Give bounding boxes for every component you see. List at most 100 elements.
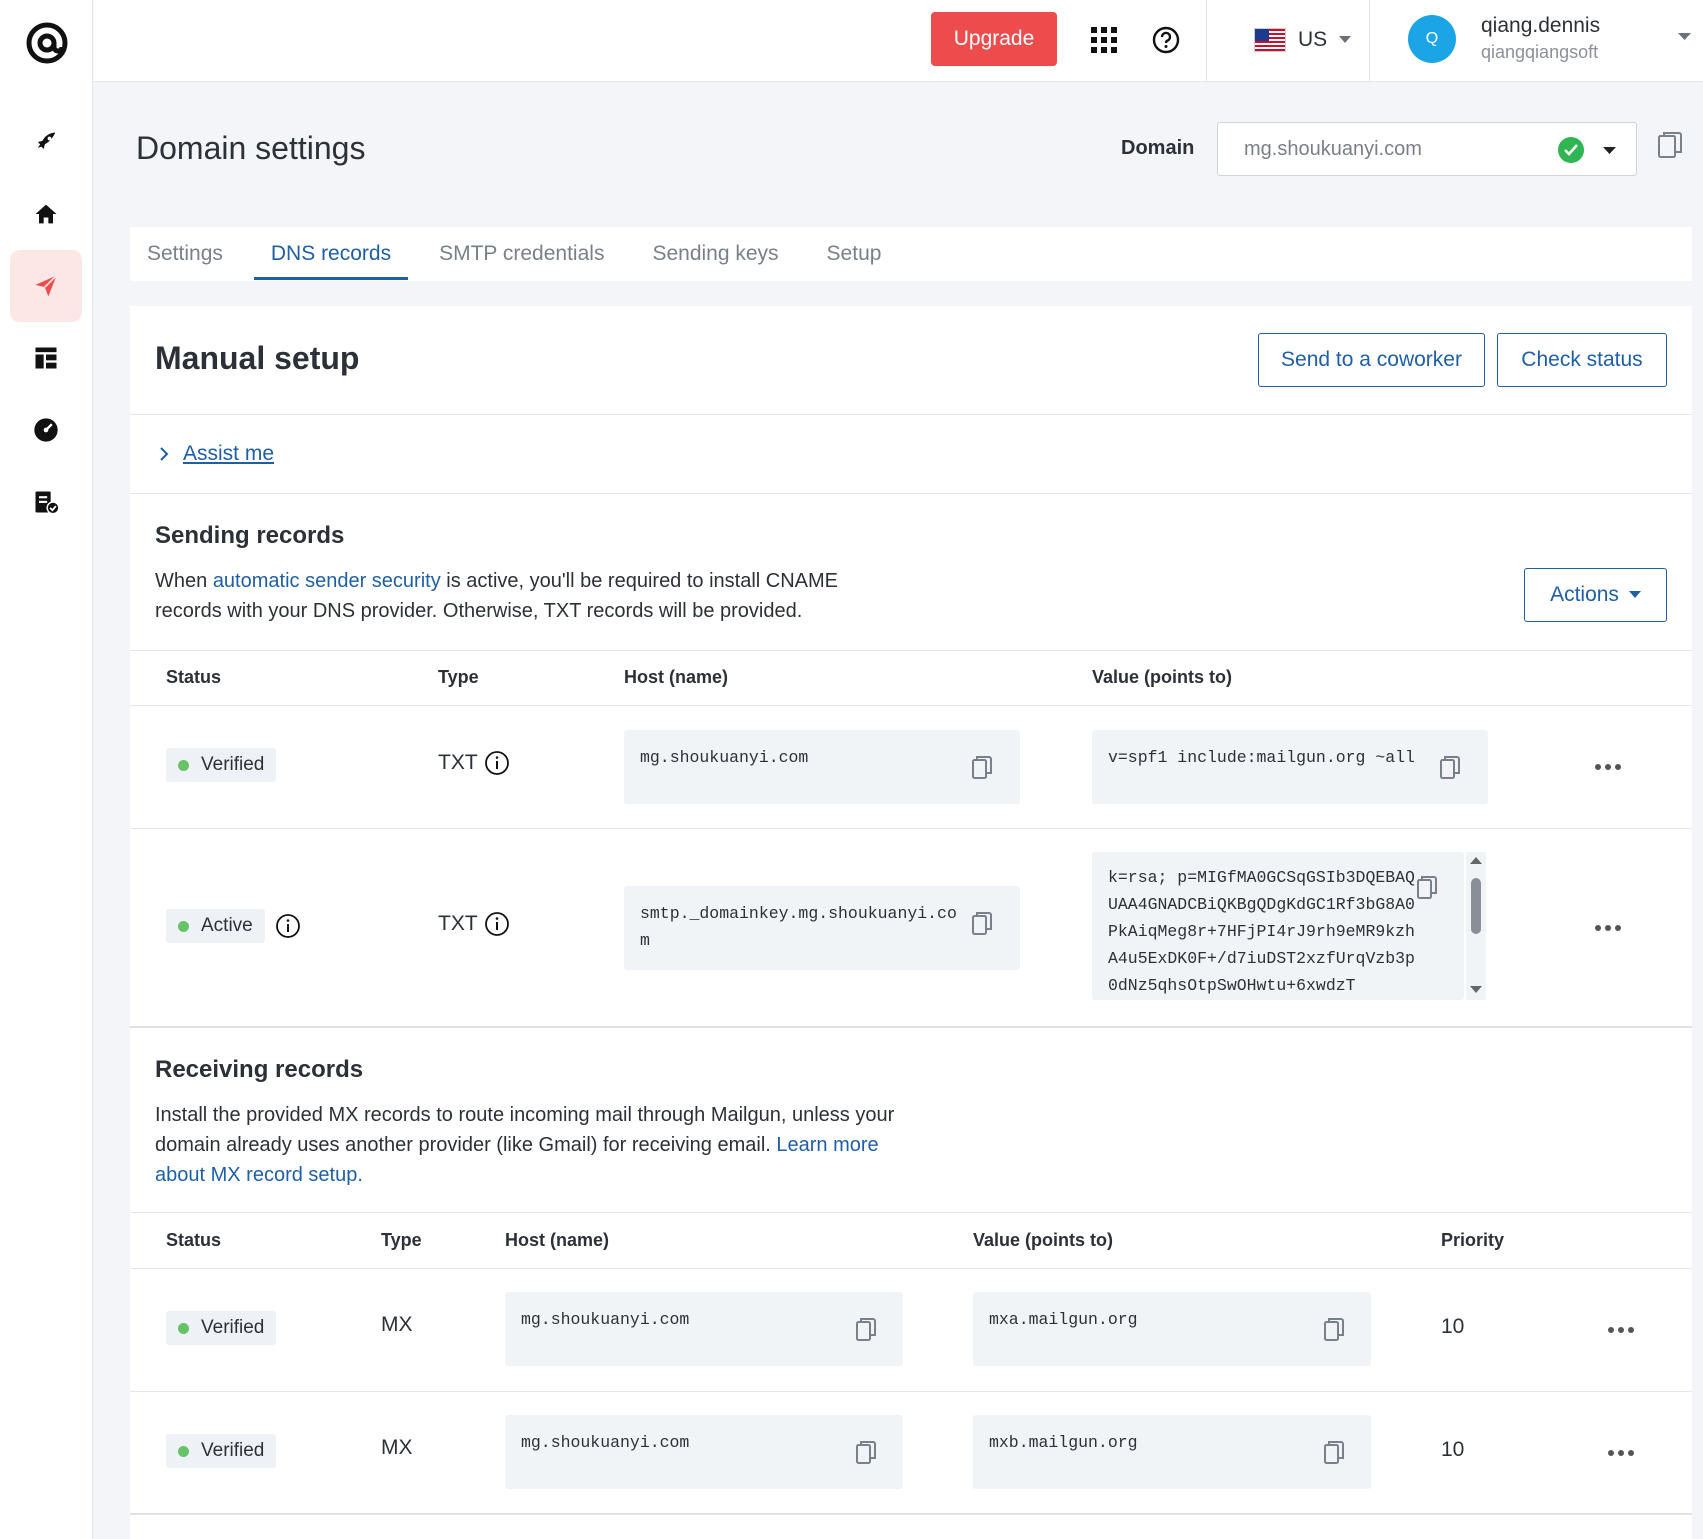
col-header-host: Host (name): [624, 667, 729, 687]
tab-sending-keys[interactable]: Sending keys: [652, 242, 779, 265]
status-dot: [178, 759, 189, 771]
divider: [130, 1026, 1692, 1028]
user-name[interactable]: qiang.dennis: [1481, 14, 1601, 37]
paper-plane-icon: [35, 274, 58, 297]
check-status-button[interactable]: Check status: [1497, 333, 1667, 387]
tab-bar: Settings DNS records SMTP credentials Se…: [130, 227, 1692, 281]
rocket-icon: [37, 132, 56, 149]
manual-setup-card: Manual setup Send to a coworker Check st…: [130, 306, 1692, 1539]
value-box[interactable]: mxa.mailgun.org: [973, 1292, 1371, 1366]
type-label: TXT: [438, 751, 478, 774]
copy-domain-icon[interactable]: [1657, 130, 1683, 160]
send-to-coworker-button[interactable]: Send to a coworker: [1258, 333, 1485, 387]
status-badge: Verified: [166, 748, 277, 782]
type-cell: TXT: [438, 750, 510, 776]
tab-setup[interactable]: Setup: [826, 242, 882, 265]
divider: [130, 1212, 1692, 1213]
domain-label: Domain: [1121, 137, 1195, 159]
col-header-priority: Priority: [1441, 1230, 1505, 1250]
more-options-icon[interactable]: [1594, 763, 1622, 771]
status-label: Active: [201, 915, 253, 936]
desc-text: Install the provided MX records to route…: [155, 1104, 895, 1156]
priority-value: 10: [1441, 1315, 1465, 1338]
scroll-thumb[interactable]: [1471, 878, 1481, 934]
more-options-icon[interactable]: [1607, 1326, 1635, 1334]
sidebar-item-dashboard[interactable]: [10, 322, 82, 394]
caret-down-icon: [1603, 147, 1616, 154]
domain-select[interactable]: mg.shoukuanyi.com: [1217, 122, 1637, 176]
mailgun-logo-icon[interactable]: [24, 20, 70, 66]
avatar[interactable]: Q: [1408, 15, 1456, 63]
col-header-type: Type: [438, 667, 479, 687]
value-scrollbar[interactable]: [1466, 852, 1486, 1000]
divider: [130, 1391, 1692, 1392]
upgrade-button[interactable]: Upgrade: [931, 12, 1057, 66]
more-options-icon[interactable]: [1607, 1449, 1635, 1457]
sidebar-item-home[interactable]: [10, 178, 82, 250]
host-value-box[interactable]: mg.shoukuanyi.com: [505, 1292, 903, 1366]
home-icon: [35, 204, 57, 224]
info-icon[interactable]: [275, 913, 301, 939]
host-value-box[interactable]: mg.shoukuanyi.com: [505, 1415, 903, 1489]
copy-icon[interactable]: [971, 754, 993, 780]
caret-down-icon: [1339, 36, 1352, 43]
info-icon[interactable]: [484, 911, 510, 937]
user-menu-caret-icon[interactable]: [1678, 33, 1691, 41]
copy-icon[interactable]: [855, 1439, 877, 1465]
status-badge: Verified: [166, 1311, 277, 1345]
info-icon[interactable]: [484, 750, 510, 776]
sidebar-item-optimize[interactable]: [10, 394, 82, 466]
scroll-down-icon[interactable]: [1470, 986, 1482, 994]
type-cell: TXT: [438, 911, 510, 937]
copy-icon[interactable]: [855, 1316, 877, 1342]
desc-text: is active, you'll be required to install…: [155, 570, 839, 622]
tab-settings[interactable]: Settings: [147, 242, 223, 265]
tab-dns-records[interactable]: DNS records: [253, 227, 409, 281]
col-header-host: Host (name): [505, 1230, 610, 1250]
actions-label: Actions: [1550, 583, 1619, 606]
gauge-icon: [34, 418, 58, 442]
divider: [130, 1268, 1692, 1269]
sidebar-item-onboarding[interactable]: [10, 106, 82, 178]
divider: [130, 705, 1692, 706]
host-value: mg.shoukuanyi.com: [640, 748, 809, 767]
assist-me-toggle[interactable]: Assist me: [160, 442, 274, 466]
copy-icon[interactable]: [1323, 1439, 1345, 1465]
copy-icon[interactable]: [1416, 874, 1438, 900]
us-flag-icon: [1254, 28, 1286, 52]
dkim-value-box[interactable]: k=rsa; p=MIGfMA0GCSqGSIb3DQEBAQUAA4GNADC…: [1092, 852, 1464, 1000]
apps-grid-icon[interactable]: [1090, 26, 1118, 54]
sidebar-item-validations[interactable]: [10, 466, 82, 538]
col-header-value: Value (points to): [1092, 667, 1233, 687]
col-header-value: Value (points to): [973, 1230, 1114, 1250]
host-value-box[interactable]: smtp._domainkey.mg.shoukuanyi.com: [624, 886, 1020, 970]
actions-button[interactable]: Actions: [1524, 568, 1667, 622]
tab-smtp-credentials[interactable]: SMTP credentials: [439, 242, 605, 265]
learn-more-mx-link[interactable]: Learn more about MX record setup.: [155, 1134, 879, 1186]
col-header-status: Status: [166, 667, 222, 687]
status-badge: Verified: [166, 1434, 277, 1468]
scroll-up-icon[interactable]: [1470, 856, 1482, 864]
status-badge: Active: [166, 909, 265, 943]
desc-text: When: [155, 570, 213, 592]
value-box[interactable]: mxb.mailgun.org: [973, 1415, 1371, 1489]
value-box[interactable]: v=spf1 include:mailgun.org ~all: [1092, 730, 1488, 804]
divider: [130, 650, 1692, 651]
copy-icon[interactable]: [1323, 1316, 1345, 1342]
status-dot: [178, 1322, 189, 1334]
divider: [130, 828, 1692, 829]
help-icon[interactable]: [1151, 25, 1181, 55]
automatic-sender-security-link[interactable]: automatic sender security: [212, 570, 441, 592]
host-value: mg.shoukuanyi.com: [521, 1310, 690, 1329]
more-options-icon[interactable]: [1594, 924, 1622, 932]
dashboard-icon: [35, 347, 57, 369]
sidebar-item-sending[interactable]: [10, 250, 82, 322]
type-label: MX: [381, 1313, 413, 1336]
chevron-right-icon: [160, 447, 169, 461]
assist-me-link[interactable]: Assist me: [183, 442, 275, 465]
status-dot: [178, 1445, 189, 1457]
host-value-box[interactable]: mg.shoukuanyi.com: [624, 730, 1020, 804]
copy-icon[interactable]: [971, 910, 993, 936]
region-selector[interactable]: US: [1254, 22, 1352, 58]
copy-icon[interactable]: [1439, 754, 1461, 780]
